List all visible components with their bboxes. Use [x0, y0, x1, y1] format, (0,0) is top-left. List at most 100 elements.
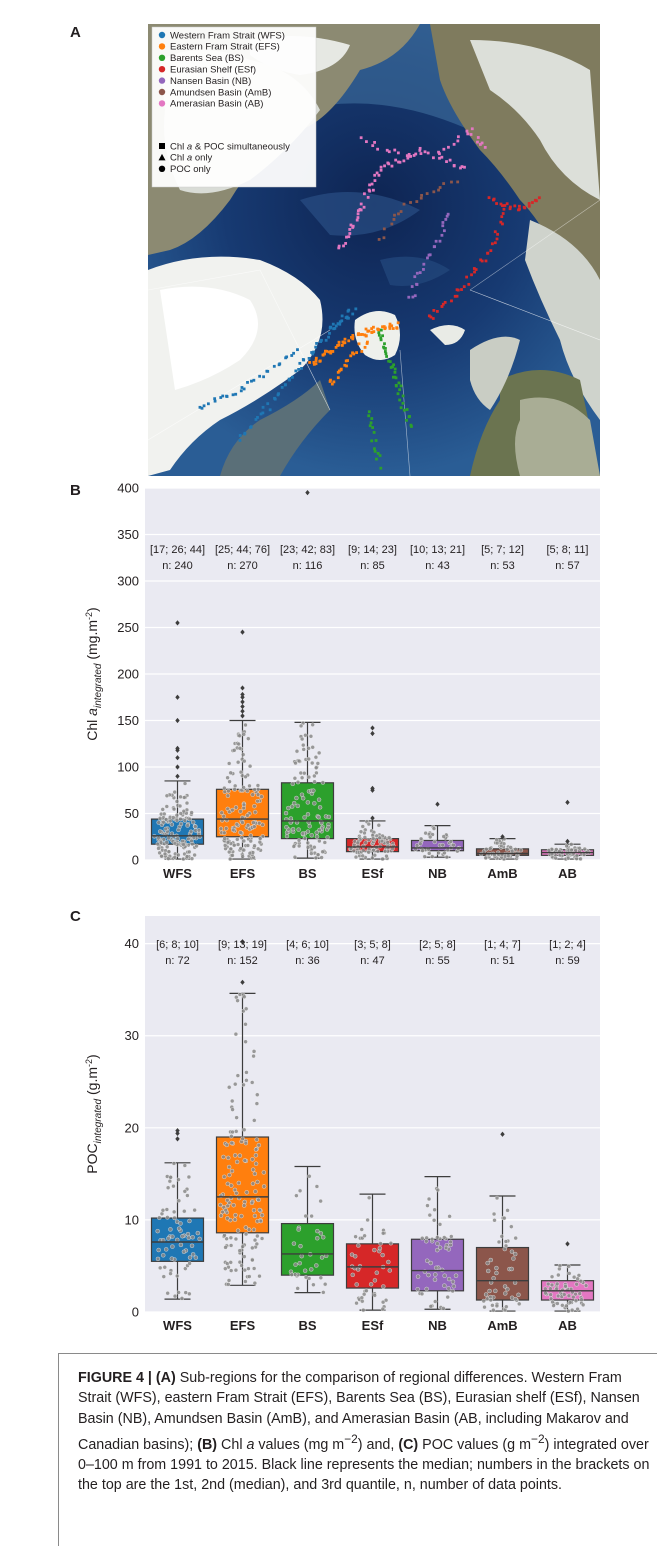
swarm-point: [310, 745, 315, 750]
swarm-point: [224, 1142, 230, 1148]
station-marker: [438, 156, 441, 160]
swarm-point: [247, 851, 253, 856]
station-marker: [363, 345, 367, 349]
quartile-label-BS: [4; 6; 10]: [286, 939, 329, 951]
station-marker: [357, 342, 361, 346]
swarm-point: [312, 779, 317, 784]
station-marker: [406, 156, 410, 160]
swarm-point: [157, 1215, 162, 1220]
box-ESf: [345, 1193, 400, 1313]
swarm-point: [164, 793, 170, 798]
quartile-label-NB: [2; 5; 8]: [419, 939, 456, 951]
station-marker: [501, 222, 504, 226]
station-marker: [377, 173, 381, 177]
swarm-point: [242, 758, 247, 764]
swarm-point: [549, 1274, 555, 1279]
swarm-point: [229, 1183, 234, 1188]
station-marker: [453, 294, 457, 298]
swarm-point: [180, 1234, 185, 1239]
swarm-point: [243, 722, 248, 728]
swarm-point: [189, 856, 195, 861]
panel-b: B 0 50 100 150 200 250 300 350 400 Chl aintegrate…: [0, 478, 657, 908]
swarm-point: [440, 842, 445, 848]
swarm-point: [555, 1293, 561, 1299]
swarm-point: [178, 811, 183, 816]
box-EFS: [215, 629, 270, 862]
swarm-point: [494, 840, 500, 846]
station-marker: [442, 182, 446, 185]
swarm-point: [170, 1234, 175, 1239]
swarm-point: [361, 848, 366, 853]
swarm-point: [374, 1270, 379, 1275]
n-label-NB: n: 55: [425, 955, 449, 967]
station-marker: [427, 253, 431, 257]
swarm-point: [309, 833, 314, 838]
swarm-point: [240, 854, 245, 859]
swarm-point: [549, 1282, 555, 1288]
swarm-point: [218, 826, 224, 831]
swarm-point: [168, 1175, 173, 1180]
station-marker: [371, 144, 375, 148]
swarm-point: [165, 1215, 170, 1220]
swarm-point: [573, 1298, 579, 1303]
x-tick-label-AB: AB: [558, 866, 577, 881]
station-marker: [409, 201, 412, 204]
station-marker: [321, 353, 325, 357]
station-marker: [376, 451, 380, 455]
swarm-point: [192, 1207, 197, 1213]
station-marker: [427, 314, 431, 318]
station-marker: [412, 154, 416, 157]
swarm-point: [361, 1307, 366, 1313]
station-marker: [393, 213, 396, 217]
y-axis-label: POCintegrated (g.m-2): [84, 1054, 104, 1173]
swarm-point: [305, 800, 311, 805]
station-marker: [370, 327, 374, 331]
station-marker: [343, 341, 347, 345]
station-marker: [319, 340, 323, 343]
swarm-point: [375, 849, 381, 854]
station-marker: [495, 237, 499, 241]
swarm-point: [295, 803, 300, 809]
swarm-point: [226, 788, 231, 794]
station-marker: [344, 242, 348, 245]
swarm-point: [560, 1303, 565, 1308]
station-marker: [418, 271, 422, 275]
swarm-point: [562, 1292, 567, 1297]
swarm-point: [168, 818, 173, 824]
station-marker: [440, 304, 444, 308]
outlier-marker: [175, 1130, 180, 1136]
station-marker: [359, 202, 363, 206]
swarm-point: [157, 850, 162, 856]
station-marker: [370, 439, 374, 443]
swarm-point: [186, 1235, 191, 1240]
station-marker: [499, 220, 503, 224]
swarm-point: [184, 854, 190, 859]
station-marker: [435, 309, 439, 313]
swarm-point: [326, 824, 331, 830]
swarm-point: [582, 846, 587, 852]
swarm-point: [240, 820, 245, 825]
swarm-point: [230, 1098, 235, 1104]
station-marker: [377, 238, 381, 241]
swarm-point: [427, 1212, 432, 1218]
station-marker: [359, 333, 363, 336]
swarm-point: [313, 755, 319, 760]
legend-circle-marker: [158, 165, 166, 172]
swarm-point: [186, 836, 191, 842]
swarm-point: [176, 1177, 181, 1182]
outlier-marker: [240, 979, 245, 985]
swarm-point: [220, 1209, 225, 1215]
legend-marker-label-1: Chl a only: [170, 153, 213, 164]
outlier-marker: [175, 1127, 180, 1134]
station-marker: [345, 315, 349, 319]
swarm-point: [305, 829, 311, 834]
station-marker: [370, 182, 374, 186]
swarm-point: [505, 1287, 510, 1292]
station-marker: [356, 216, 360, 219]
station-marker: [213, 399, 217, 403]
station-points: [198, 127, 541, 470]
swarm-point: [235, 842, 241, 847]
station-marker: [364, 334, 368, 338]
station-marker: [415, 271, 419, 275]
swarm-point: [295, 1286, 300, 1291]
